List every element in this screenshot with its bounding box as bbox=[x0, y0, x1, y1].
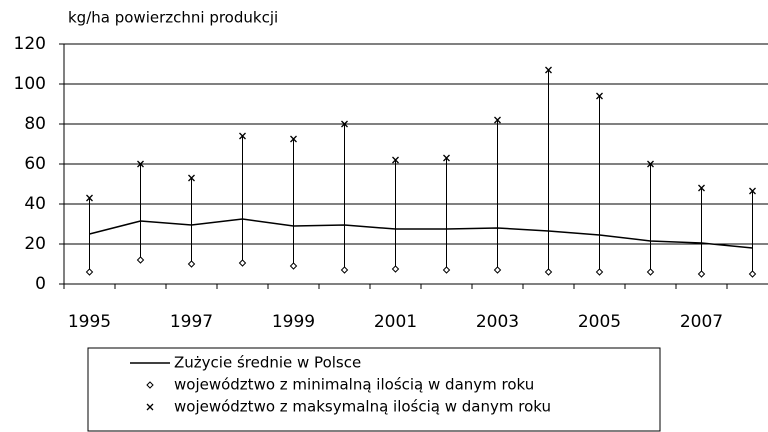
x-marker bbox=[545, 66, 552, 74]
y-axis-label: kg/ha powierzchni produkcji bbox=[68, 9, 278, 27]
diamond-marker bbox=[442, 266, 451, 274]
diamond-marker bbox=[748, 270, 757, 278]
x-marker bbox=[341, 120, 348, 128]
legend-marker bbox=[146, 381, 154, 389]
diamond-marker bbox=[646, 268, 655, 276]
y-tick-label: 60 bbox=[24, 154, 46, 174]
y-tick-label: 100 bbox=[14, 74, 46, 94]
x-marker bbox=[443, 154, 450, 162]
x-marker bbox=[596, 92, 603, 100]
x-tick-label: 2007 bbox=[680, 312, 723, 332]
x-marker bbox=[188, 174, 195, 182]
legend-label: województwo z minimalną ilością w danym … bbox=[174, 376, 534, 394]
y-tick-label: 20 bbox=[24, 234, 46, 254]
diamond-marker bbox=[493, 266, 502, 274]
diamond-marker bbox=[697, 270, 706, 278]
x-marker bbox=[239, 132, 246, 140]
diamond-marker bbox=[238, 259, 247, 267]
x-tick-label: 1999 bbox=[272, 312, 315, 332]
y-tick-label: 120 bbox=[14, 34, 46, 54]
diamond-marker bbox=[391, 265, 400, 273]
x-marker bbox=[647, 160, 654, 168]
x-tick-label: 2005 bbox=[578, 312, 621, 332]
x-tick-label: 1997 bbox=[170, 312, 213, 332]
y-tick-label: 0 bbox=[35, 274, 46, 294]
x-marker bbox=[749, 187, 756, 195]
x-tick-label: 1995 bbox=[68, 312, 111, 332]
diamond-marker bbox=[595, 268, 604, 276]
x-marker bbox=[698, 184, 705, 192]
diamond-marker bbox=[544, 268, 553, 276]
y-tick-label: 40 bbox=[24, 194, 46, 214]
diamond-marker bbox=[289, 262, 298, 270]
diamond-marker bbox=[187, 260, 196, 268]
x-tick-label: 2001 bbox=[374, 312, 417, 332]
diamond-marker bbox=[136, 256, 145, 264]
legend-box bbox=[87, 347, 661, 432]
avg-line bbox=[89, 218, 753, 249]
x-marker bbox=[392, 156, 399, 164]
x-marker bbox=[290, 135, 297, 143]
x-marker bbox=[137, 160, 144, 168]
x-marker bbox=[86, 194, 93, 202]
legend-marker bbox=[146, 403, 154, 411]
x-marker bbox=[494, 116, 501, 124]
x-tick-label: 2003 bbox=[476, 312, 519, 332]
y-tick-label: 80 bbox=[24, 114, 46, 134]
legend-label: Zużycie średnie w Polsce bbox=[174, 354, 361, 372]
legend-label: województwo z maksymalną ilością w danym… bbox=[174, 398, 551, 416]
diamond-marker bbox=[340, 266, 349, 274]
diamond-marker bbox=[85, 268, 94, 276]
